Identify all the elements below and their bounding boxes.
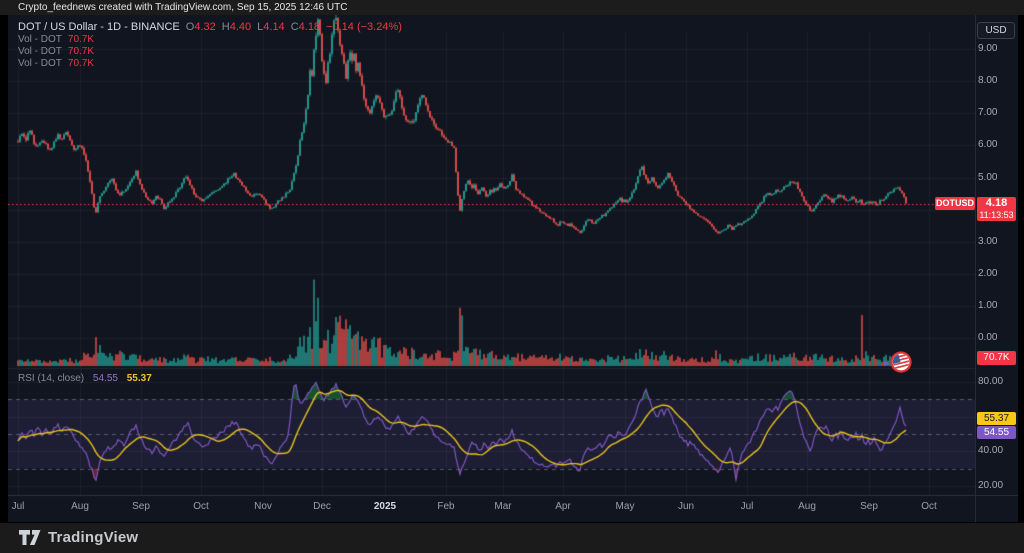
ohlc-value: 4.18 — [298, 21, 321, 33]
chart-legend: DOT / US Dollar - 1D - BINANCE O4.32 H4.40… — [18, 21, 402, 69]
rsi-ma-value: 55.37 — [126, 373, 152, 384]
rsi-legend-row[interactable]: RSI (14, close) 54.55 55.37 — [18, 373, 152, 384]
volume-axis-label: 70.7K — [977, 351, 1016, 365]
volume-indicator-label: Vol - DOT — [18, 34, 62, 45]
volume-indicator-value: 70.7K — [67, 34, 95, 45]
time-axis-label: Sep — [860, 501, 878, 512]
price-tick-label: 3.00 — [978, 235, 998, 247]
rsi-tick-label: 80.00 — [978, 376, 1004, 387]
ohlc-value: 4.14 — [263, 21, 285, 33]
time-scale[interactable]: Jul Aug Sep Oct Nov Dec 2025 Feb Mar Apr May Jun Jul… — [8, 496, 1018, 522]
volume-indicator-label: Vol - DOT — [18, 58, 62, 69]
time-axis-label: Sep — [132, 501, 150, 512]
currency-toggle-button[interactable]: USD — [977, 22, 1015, 39]
price-tick-label: 1.00 — [978, 299, 998, 311]
time-axis-label: Dec — [313, 501, 331, 512]
time-axis-label: May — [615, 501, 635, 512]
rsi-axis-label: 54.55 — [977, 425, 1016, 439]
price-tick-label: 6.00 — [978, 139, 998, 151]
rsi-value: 54.55 — [92, 373, 118, 384]
ohlc-key: C — [290, 21, 299, 33]
price-tick-label: 9.00 — [978, 43, 998, 55]
time-axis-label: Jun — [677, 501, 695, 512]
ohlc-values: O4.32 H4.40 L4.14 C4.18 — [180, 21, 320, 33]
footer-bar: TradingView — [0, 523, 1024, 553]
volume-indicator-value: 70.7K — [67, 58, 95, 69]
chart-panel: DOT / US Dollar - 1D - BINANCE O4.32 H4.40… — [8, 15, 1018, 522]
symbol-price-flag: DOTUSD — [935, 197, 975, 211]
economic-event-flag-icon[interactable] — [882, 348, 914, 376]
price-scale[interactable]: USD 9.00 8.00 7.00 6.00 5.00 3.00 2.00 1.00 0.00… — [975, 15, 1018, 495]
rsi-label: RSI (14, close) — [18, 373, 85, 384]
volume-legend-row[interactable]: Vol - DOT 70.7K — [18, 34, 402, 45]
symbol-legend-row[interactable]: DOT / US Dollar - 1D - BINANCE O4.32 H4.40… — [18, 21, 402, 33]
time-axis-label: Nov — [254, 501, 272, 512]
price-tick-label: 5.00 — [978, 171, 998, 183]
price-tick-label: 8.00 — [978, 75, 998, 87]
chart-canvas[interactable] — [8, 15, 975, 522]
volume-legend-rows: Vol - DOT 70.7K Vol - DOT 70.7K Vol - DOT 70.… — [18, 34, 402, 69]
rsi-ma-axis-label: 55.37 — [977, 412, 1016, 426]
time-axis-label: Oct — [921, 501, 937, 512]
last-price-label: 4.18 11:13:53 — [977, 197, 1016, 222]
time-axis-label: Feb — [437, 501, 455, 512]
ohlc-key: H — [221, 21, 230, 33]
time-axis-label: Oct — [193, 501, 209, 512]
change-value: −0.14 (−3.24%) — [326, 21, 402, 33]
symbol-title: DOT / US Dollar - 1D - BINANCE — [18, 21, 180, 33]
time-axis-label: Aug — [798, 501, 816, 512]
ohlc-key: L — [257, 21, 264, 33]
price-tick-label: 7.00 — [978, 107, 998, 119]
rsi-tick-label: 40.00 — [978, 445, 1004, 457]
volume-legend-row[interactable]: Vol - DOT 70.7K — [18, 46, 402, 57]
time-axis-label: Jul — [11, 501, 25, 512]
time-axis-label: 2025 — [373, 501, 397, 512]
time-axis-label: Jul — [740, 501, 754, 512]
time-axis-label: Aug — [71, 501, 89, 512]
volume-indicator-value: 70.7K — [67, 46, 95, 57]
volume-indicator-label: Vol - DOT — [18, 46, 62, 57]
time-axis-separator — [8, 495, 1018, 496]
tradingview-wordmark[interactable]: TradingView — [48, 529, 139, 546]
attribution-bar: Crypto_feednews created with TradingView… — [0, 0, 1024, 15]
ohlc-value: 4.32 — [194, 21, 216, 33]
time-axis-label: Mar — [494, 501, 512, 512]
rsi-tick-label: 20.00 — [978, 480, 1004, 491]
tradingview-logo-icon[interactable] — [19, 530, 45, 546]
ohlc-key: O — [185, 21, 195, 33]
time-axis-label: Apr — [555, 501, 571, 512]
ohlc-value: 4.40 — [229, 21, 252, 33]
bar-countdown: 11:13:53 — [979, 210, 1014, 221]
price-tick-label: 0.00 — [978, 332, 998, 343]
price-tick-label: 2.00 — [978, 267, 998, 279]
event-marker-arrow — [884, 361, 890, 368]
price-axis-separator — [975, 15, 976, 522]
volume-legend-row[interactable]: Vol - DOT 70.7K — [18, 58, 402, 69]
attribution-text: Crypto_feednews created with TradingView… — [18, 2, 348, 13]
last-price-value: 4.18 — [985, 197, 1008, 210]
